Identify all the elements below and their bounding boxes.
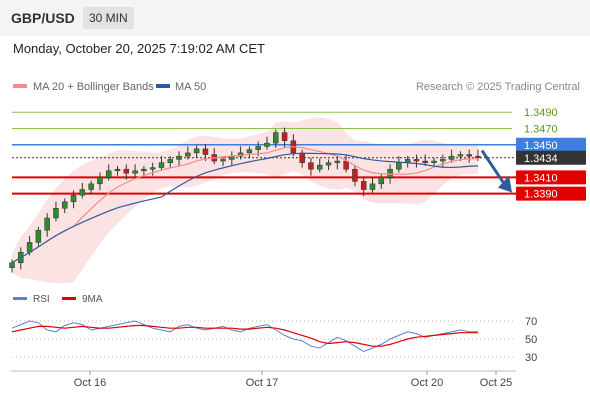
candle-body	[325, 162, 332, 166]
candle-body	[466, 154, 472, 157]
candle-body	[53, 208, 59, 219]
candle-body	[264, 142, 270, 147]
timeframe-badge[interactable]: 30 MIN	[83, 7, 134, 29]
candle-body	[149, 167, 156, 170]
datetime-label: Monday, October 20, 2025 7:19:02 AM CET	[13, 41, 265, 56]
candle-body	[457, 154, 464, 157]
candle-body	[352, 168, 358, 182]
last-price-label: 1.3434	[524, 153, 558, 165]
support-tag	[516, 170, 586, 185]
candle-body	[44, 217, 50, 231]
candle-body	[431, 160, 437, 163]
candle-body	[422, 160, 428, 163]
header-bar: GBP/USD 30 MIN	[0, 0, 590, 36]
candle-body	[158, 162, 165, 168]
candle-body	[176, 155, 182, 160]
ma20-legend-swatch	[13, 84, 27, 88]
candle-body	[396, 162, 402, 170]
ma20-legend-label: MA 20 + Bollinger Bands	[33, 81, 154, 93]
pivot-label: 1.3450	[524, 140, 558, 152]
rsi-panel: 70 50 30	[11, 316, 537, 364]
rsi-legend-label: RSI	[33, 294, 50, 305]
candle-body	[281, 132, 288, 141]
rsi-tick-label: 70	[525, 316, 537, 328]
moving-averages	[11, 146, 479, 264]
candle-body	[299, 152, 305, 163]
forecast-arrow-head	[498, 175, 512, 193]
candle-body	[440, 159, 446, 162]
bollinger-bands	[12, 117, 478, 284]
candle-body	[246, 149, 253, 154]
candle-body	[273, 132, 279, 144]
bollinger-band-area	[12, 117, 478, 284]
rsi-line	[11, 320, 478, 353]
forecast-arrow-shaft	[480, 149, 506, 185]
x-axis: Oct 16 Oct 17 Oct 20 Oct 25	[74, 371, 512, 389]
candle-body	[105, 170, 112, 178]
symbol-label: GBP/USD	[11, 10, 75, 26]
ma50-legend-swatch	[156, 84, 170, 88]
candle-body	[475, 155, 481, 159]
candle-body	[97, 177, 103, 185]
rsi-ma-legend-label: 9MA	[82, 294, 103, 305]
candle-body	[413, 159, 420, 162]
candle-body	[343, 160, 349, 170]
price-levels	[12, 111, 516, 195]
candle-body	[185, 152, 191, 157]
candle-body	[360, 181, 367, 190]
candle-body	[123, 168, 130, 174]
candle-body	[316, 164, 323, 170]
candle-body	[193, 148, 200, 154]
last-price-tag	[516, 150, 586, 165]
candle-body	[141, 168, 147, 172]
rsi-tick-label: 30	[525, 352, 537, 364]
candle-body	[79, 189, 86, 196]
candle-body	[378, 177, 385, 185]
x-tick-label: Oct 16	[74, 377, 106, 389]
support-label: 1.3390	[524, 189, 558, 201]
candle-body	[114, 168, 121, 172]
support-tag	[516, 186, 586, 201]
candle-body	[255, 146, 261, 150]
candle-body	[132, 170, 138, 174]
candle-body	[308, 162, 314, 170]
pivot-tag	[516, 137, 586, 152]
candle-body	[387, 168, 393, 178]
x-tick-label: Oct 17	[246, 377, 278, 389]
candle-body	[9, 262, 15, 268]
ma20-line	[11, 146, 479, 264]
source-label: Research © 2025 Trading Central	[416, 81, 580, 93]
forecast-arrow	[480, 149, 512, 193]
candle-body	[369, 183, 376, 190]
candle-body	[88, 183, 94, 190]
candle-body	[167, 159, 174, 163]
candle-body	[62, 201, 68, 209]
candle-body	[220, 159, 226, 162]
rsi-legend-swatch	[13, 297, 27, 300]
support-label: 1.3410	[524, 172, 558, 184]
candle-body	[202, 148, 209, 155]
rsi-ma-line	[11, 324, 478, 347]
ma50-line	[11, 152, 479, 264]
candle-body	[448, 155, 455, 160]
candle-body	[334, 160, 341, 163]
x-tick-label: Oct 20	[411, 377, 443, 389]
x-tick-label: Oct 25	[480, 377, 512, 389]
candle-body	[35, 229, 42, 243]
rsi-ma-legend-swatch	[62, 297, 76, 300]
resistance-label: 1.3490	[524, 107, 558, 119]
candle-body	[70, 194, 77, 202]
ma50-legend-label: MA 50	[175, 81, 206, 93]
resistance-label: 1.3470	[524, 123, 558, 135]
rsi-tick-label: 50	[525, 334, 537, 346]
